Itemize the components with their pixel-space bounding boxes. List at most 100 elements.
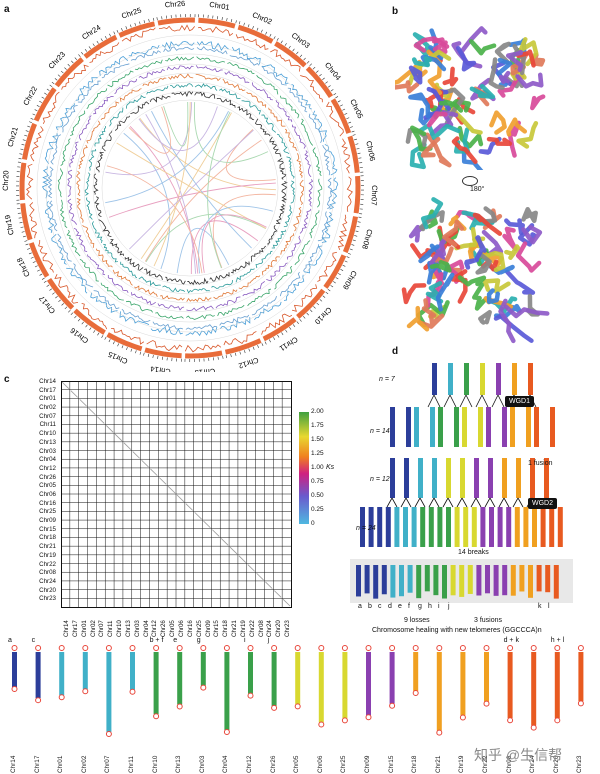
track-line — [290, 180, 296, 204]
track-line — [87, 254, 106, 276]
ancestral-chromosome — [432, 363, 437, 395]
track-line — [224, 70, 250, 84]
dotplot-col-label: Chr05 — [169, 620, 177, 637]
track-line — [61, 64, 89, 90]
fusion-chromosome — [460, 458, 465, 498]
telomere-marker — [129, 688, 136, 695]
telomere-marker — [530, 724, 537, 731]
chromatin-segment — [515, 241, 542, 273]
tick — [260, 29, 263, 33]
tick — [322, 77, 325, 80]
chromosome-band — [46, 277, 75, 310]
telomere-marker — [223, 645, 230, 651]
track-line — [38, 240, 54, 273]
wgd2-chromosome — [480, 507, 486, 547]
dotplot-row-label: Chr07 — [39, 412, 56, 420]
branch-line — [414, 497, 426, 508]
synteny-link — [106, 165, 203, 274]
tick — [143, 352, 145, 356]
dotplot-col-label: Chr09 — [204, 620, 212, 637]
track-line — [67, 198, 78, 225]
track-line — [222, 78, 246, 92]
track-line — [107, 275, 129, 293]
wgd1-chromosome — [438, 407, 443, 447]
track-line — [251, 82, 273, 101]
branch-line — [386, 497, 398, 508]
tick — [335, 96, 339, 99]
synteny-diagonal — [97, 416, 105, 424]
colorbar-gradient — [299, 412, 309, 524]
track-line — [159, 295, 185, 301]
final-chromosome — [200, 652, 206, 686]
synteny-diagonal — [274, 590, 282, 598]
tick — [257, 344, 259, 348]
track-line — [161, 41, 195, 50]
chromatin-segment — [426, 111, 448, 128]
track-line — [283, 274, 305, 301]
track-line — [51, 234, 67, 265]
broken-chromosome — [467, 565, 473, 594]
track-line — [269, 136, 282, 157]
genome-3d-structure-bottom — [401, 197, 550, 344]
dotplot-col-label: Chr11 — [107, 620, 115, 637]
track-line — [197, 26, 234, 37]
chromatin-segment — [505, 49, 524, 72]
track-line — [324, 144, 338, 176]
track-line — [326, 177, 333, 210]
watermark: 知乎 @生信帮 — [474, 747, 563, 763]
chromosome-band — [157, 17, 195, 26]
tick — [78, 54, 81, 57]
tick — [117, 343, 120, 347]
chromatin-segment — [478, 136, 502, 155]
tick — [92, 43, 95, 47]
tick — [64, 306, 68, 310]
branch-line — [498, 497, 510, 508]
tick — [273, 36, 276, 40]
wgd1-chromosome — [390, 407, 395, 447]
tick — [27, 125, 31, 128]
dotplot-row-label: Chr02 — [39, 404, 56, 412]
tick — [268, 339, 271, 343]
tick — [351, 244, 355, 246]
final-chromosome-label: Chr12 — [246, 755, 253, 773]
tick — [125, 26, 128, 30]
broken-chromosome — [502, 565, 508, 596]
track-line — [286, 235, 301, 260]
tick — [230, 354, 232, 358]
tick — [89, 327, 92, 331]
telomere-marker — [35, 645, 42, 651]
synteny-link — [207, 111, 231, 269]
tick — [340, 104, 343, 107]
track-line — [186, 314, 215, 320]
final-chromosome-label: Chr13 — [175, 755, 183, 773]
final-chromosome-label: Chr14 — [10, 755, 17, 773]
chromatin-segment — [424, 90, 444, 109]
fusions-label: 3 fusions — [474, 617, 503, 624]
synteny-link — [145, 213, 267, 263]
tick — [248, 348, 251, 352]
track-line — [254, 301, 282, 321]
tick — [104, 35, 107, 39]
track-line — [308, 179, 314, 207]
colorbar-tick: 1.00 — [311, 464, 324, 471]
telomere-marker — [200, 684, 207, 691]
track-line — [99, 56, 129, 76]
dotplot-col-label: Chr17 — [71, 620, 79, 637]
synteny-diagonal — [167, 486, 176, 494]
final-chromosome — [130, 652, 135, 690]
chromosome-label: Chr01 — [209, 0, 231, 12]
track-line — [155, 312, 184, 320]
wgd1-chromosome — [462, 407, 467, 447]
track-ring — [65, 63, 315, 313]
track-line — [255, 250, 273, 269]
tick — [289, 327, 292, 330]
track-line — [159, 24, 196, 32]
tick — [327, 85, 331, 88]
track-line — [98, 219, 112, 238]
chromosome-band — [19, 162, 27, 201]
track-line — [230, 261, 250, 274]
track-line — [69, 141, 79, 168]
final-chromosome — [507, 652, 513, 719]
broken-chromosome — [356, 565, 361, 597]
telomere-marker — [507, 717, 514, 724]
